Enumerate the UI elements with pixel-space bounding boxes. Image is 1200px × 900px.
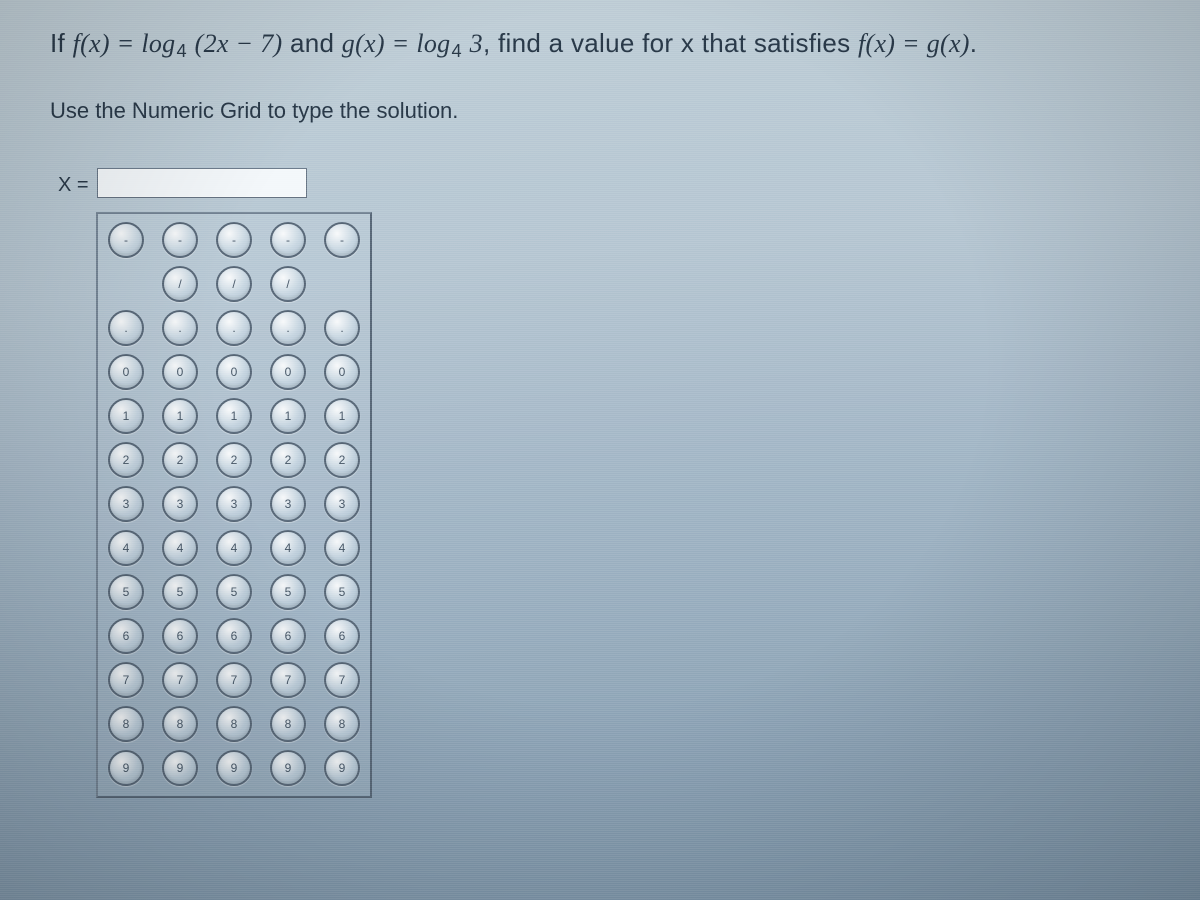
grid-bubble-4-col1[interactable]: 4 — [162, 530, 198, 566]
grid-bubble-2-col1[interactable]: 2 — [162, 442, 198, 478]
grid-bubble-0-col3[interactable]: 0 — [270, 354, 306, 390]
grid-bubble-fraction-col3[interactable]: / — [270, 266, 306, 302]
q-f-lhs: f(x) = — [73, 29, 142, 58]
grid-bubble-6-col1[interactable]: 6 — [162, 618, 198, 654]
q-g-log: log — [416, 29, 450, 58]
question-text: If f(x) = log4 (2x − 7) and g(x) = log4 … — [50, 28, 1150, 62]
grid-bubble-8-col0[interactable]: 8 — [108, 706, 144, 742]
answer-label: X = — [58, 168, 89, 197]
grid-bubble-7-col3[interactable]: 7 — [270, 662, 306, 698]
grid-bubble-1-col2[interactable]: 1 — [216, 398, 252, 434]
grid-bubble-decimal-col3[interactable]: . — [270, 310, 306, 346]
grid-bubble-4-col3[interactable]: 4 — [270, 530, 306, 566]
grid-bubble-3-col2[interactable]: 3 — [216, 486, 252, 522]
grid-bubble-0-col2[interactable]: 0 — [216, 354, 252, 390]
grid-bubble-6-col0[interactable]: 6 — [108, 618, 144, 654]
grid-bubble-0-col1[interactable]: 0 — [162, 354, 198, 390]
q-g-sub: 4 — [451, 41, 461, 61]
grid-bubble-9-col2[interactable]: 9 — [216, 750, 252, 786]
q-eq: f(x) = g(x) — [858, 29, 970, 58]
grid-bubble-7-col4[interactable]: 7 — [324, 662, 360, 698]
grid-bubble-1-col1[interactable]: 1 — [162, 398, 198, 434]
answer-input[interactable] — [97, 168, 307, 198]
grid-bubble-decimal-col2[interactable]: . — [216, 310, 252, 346]
grid-bubble-5-col0[interactable]: 5 — [108, 574, 144, 610]
q-f-log: log — [141, 29, 175, 58]
grid-bubble-minus-col1[interactable]: - — [162, 222, 198, 258]
grid-bubble-5-col4[interactable]: 5 — [324, 574, 360, 610]
grid-bubble-9-col4[interactable]: 9 — [324, 750, 360, 786]
answer-row: X = — [58, 168, 1150, 198]
q-f-sub: 4 — [176, 41, 186, 61]
grid-bubble-2-col4[interactable]: 2 — [324, 442, 360, 478]
grid-bubble-minus-col0[interactable]: - — [108, 222, 144, 258]
grid-bubble-7-col2[interactable]: 7 — [216, 662, 252, 698]
grid-bubble-8-col4[interactable]: 8 — [324, 706, 360, 742]
grid-bubble-2-col2[interactable]: 2 — [216, 442, 252, 478]
grid-bubble-2-col3[interactable]: 2 — [270, 442, 306, 478]
grid-bubble-8-col3[interactable]: 8 — [270, 706, 306, 742]
grid-bubble-3-col1[interactable]: 3 — [162, 486, 198, 522]
grid-bubble-6-col3[interactable]: 6 — [270, 618, 306, 654]
grid-bubble-9-col1[interactable]: 9 — [162, 750, 198, 786]
grid-bubble-decimal-col4[interactable]: . — [324, 310, 360, 346]
grid-bubble-fraction-col1[interactable]: / — [162, 266, 198, 302]
grid-bubble-minus-col4[interactable]: - — [324, 222, 360, 258]
q-tail: find a value for x that satisfies — [498, 28, 858, 58]
grid-bubble-4-col0[interactable]: 4 — [108, 530, 144, 566]
grid-bubble-1-col4[interactable]: 1 — [324, 398, 360, 434]
grid-bubble-1-col0[interactable]: 1 — [108, 398, 144, 434]
grid-bubble-minus-col2[interactable]: - — [216, 222, 252, 258]
grid-bubble-4-col4[interactable]: 4 — [324, 530, 360, 566]
grid-bubble-2-col0[interactable]: 2 — [108, 442, 144, 478]
q-comma: , — [483, 28, 498, 58]
grid-bubble-6-col2[interactable]: 6 — [216, 618, 252, 654]
grid-bubble-8-col1[interactable]: 8 — [162, 706, 198, 742]
grid-bubble-fraction-col2[interactable]: / — [216, 266, 252, 302]
grid-bubble-0-col4[interactable]: 0 — [324, 354, 360, 390]
grid-bubble-5-col3[interactable]: 5 — [270, 574, 306, 610]
grid-bubble-1-col3[interactable]: 1 — [270, 398, 306, 434]
grid-bubble-8-col2[interactable]: 8 — [216, 706, 252, 742]
numeric-grid: -----///.....000001111122222333334444455… — [96, 212, 372, 798]
q-g-arg: 3 — [463, 29, 483, 58]
grid-bubble-9-col3[interactable]: 9 — [270, 750, 306, 786]
grid-bubble-9-col0[interactable]: 9 — [108, 750, 144, 786]
q-prefix: If — [50, 28, 73, 58]
grid-bubble-0-col0[interactable]: 0 — [108, 354, 144, 390]
grid-bubble-4-col2[interactable]: 4 — [216, 530, 252, 566]
grid-bubble-7-col1[interactable]: 7 — [162, 662, 198, 698]
grid-bubble-5-col2[interactable]: 5 — [216, 574, 252, 610]
grid-bubble-7-col0[interactable]: 7 — [108, 662, 144, 698]
q-mid: and — [282, 28, 341, 58]
q-g-lhs: g(x) = — [342, 29, 417, 58]
grid-bubble-3-col4[interactable]: 3 — [324, 486, 360, 522]
grid-bubble-minus-col3[interactable]: - — [270, 222, 306, 258]
grid-bubble-decimal-col1[interactable]: . — [162, 310, 198, 346]
grid-bubble-3-col0[interactable]: 3 — [108, 486, 144, 522]
instruction-text: Use the Numeric Grid to type the solutio… — [50, 98, 1150, 124]
grid-bubble-decimal-col0[interactable]: . — [108, 310, 144, 346]
grid-bubble-6-col4[interactable]: 6 — [324, 618, 360, 654]
grid-bubble-3-col3[interactable]: 3 — [270, 486, 306, 522]
q-period: . — [970, 28, 978, 58]
grid-bubble-5-col1[interactable]: 5 — [162, 574, 198, 610]
q-f-arg: (2x − 7) — [188, 29, 283, 58]
